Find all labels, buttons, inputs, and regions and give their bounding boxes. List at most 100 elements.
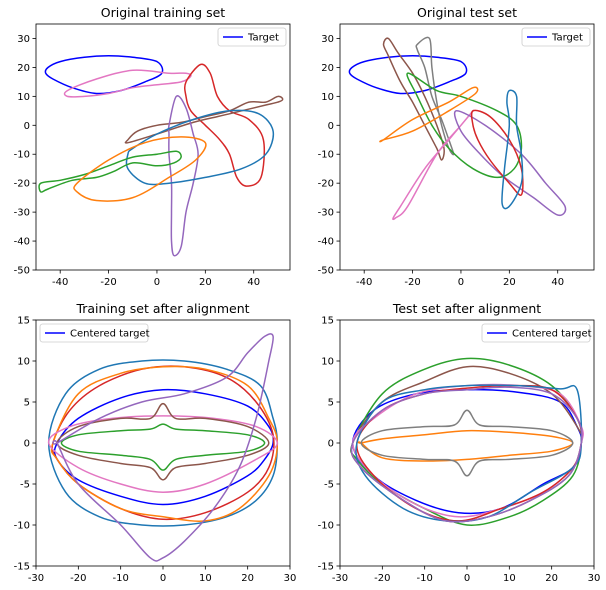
x-tick-label: 20 — [241, 573, 254, 584]
series-line-7 — [38, 150, 182, 193]
axes-frame — [35, 23, 291, 271]
legend-box — [481, 323, 591, 343]
y-tick-label: -20 — [318, 179, 334, 190]
panel-2: -40 -20 0 20 40 30 20 10 0 -10 -20 -30 -40 -50 Origina… — [318, 5, 595, 288]
chart-title: Test set after alignment — [392, 301, 541, 316]
x-tick-label: -10 — [416, 573, 432, 584]
y-tick-label: -30 — [318, 208, 334, 219]
y-tick-label: 0 — [328, 439, 334, 450]
x-tick-label: 20 — [199, 277, 212, 288]
y-tick-label: -30 — [14, 208, 30, 219]
series-line-6 — [56, 402, 270, 481]
y-tick-label: -10 — [318, 150, 334, 161]
series-line-9 — [501, 89, 524, 210]
y-tick-label: 20 — [17, 63, 30, 74]
y-tick-label: 15 — [321, 316, 334, 327]
panel-4: -30 -20 -10 0 10 20 30 15 10 5 0 -5 -10 -15 Test set a… — [318, 301, 601, 584]
x-tick-label: -30 — [332, 573, 348, 584]
x-tick-label: 20 — [545, 573, 558, 584]
x-tick-label: 40 — [247, 277, 260, 288]
series-line-5 — [47, 415, 279, 493]
x-tick-label: 40 — [551, 277, 564, 288]
series-line-8 — [73, 136, 207, 202]
series-line-7 — [350, 386, 583, 523]
x-tick-label: -30 — [28, 573, 44, 584]
y-tick-label: 0 — [24, 121, 30, 132]
series-group — [350, 357, 584, 526]
series-line-9 — [360, 409, 574, 477]
x-tick-label: 30 — [284, 573, 297, 584]
series-line-1 — [348, 55, 468, 95]
series-line-3 — [415, 36, 455, 156]
legend: Centered target — [39, 323, 150, 343]
series-line-2 — [382, 37, 445, 161]
y-tick-label: -50 — [318, 266, 334, 277]
series-line-2 — [63, 69, 192, 98]
y-tick-label: -10 — [14, 521, 30, 532]
chart-title: Original training set — [101, 5, 225, 20]
y-tick-label: -10 — [14, 150, 30, 161]
y-tick-label: 0 — [24, 439, 30, 450]
axes-frame — [339, 23, 595, 271]
series-line-1 — [44, 55, 164, 95]
x-tick-label: 10 — [199, 573, 212, 584]
panel-1: -40 -20 0 20 40 30 20 10 0 -10 -20 -30 -40 -50 Origina… — [14, 5, 291, 288]
series-line-8 — [357, 429, 574, 462]
series-line-6 — [125, 109, 275, 186]
y-tick-label: -15 — [318, 562, 334, 573]
series-group — [348, 36, 567, 221]
x-tick-label: -10 — [112, 573, 128, 584]
legend-box — [521, 27, 591, 47]
chart-title: Original test set — [417, 5, 517, 20]
y-tick-label: 20 — [321, 63, 334, 74]
y-tick-label: 30 — [17, 34, 30, 45]
y-tick-label: 5 — [24, 398, 30, 409]
legend-box — [217, 27, 287, 47]
x-tick-label: 10 — [503, 573, 516, 584]
series-group — [38, 55, 284, 257]
y-tick-label: 10 — [17, 92, 30, 103]
legend-box — [39, 323, 149, 343]
y-tick-label: 5 — [328, 398, 334, 409]
axes-frame — [35, 319, 291, 567]
series-group — [47, 333, 279, 562]
series-line-8 — [52, 333, 274, 562]
x-tick-label: -20 — [70, 573, 86, 584]
series-line-1 — [53, 388, 275, 506]
series-line-2 — [47, 359, 279, 527]
legend-label: Target — [247, 33, 279, 44]
y-tick-label: 15 — [17, 316, 30, 327]
series-line-7 — [60, 423, 266, 471]
y-tick-label: 10 — [17, 357, 30, 368]
x-tick-label: -20 — [404, 277, 420, 288]
x-tick-label: -40 — [356, 277, 372, 288]
y-tick-label: -15 — [14, 562, 30, 573]
series-line-5 — [167, 95, 199, 257]
legend: Centered target — [481, 323, 592, 343]
legend-label: Target — [551, 33, 583, 44]
y-tick-label: 10 — [321, 357, 334, 368]
y-tick-label: -20 — [14, 179, 30, 190]
series-line-2 — [350, 357, 583, 526]
y-tick-label: -40 — [318, 237, 334, 248]
legend-label: Centered target — [512, 329, 592, 340]
legend: Target — [521, 27, 591, 47]
y-tick-label: -40 — [14, 237, 30, 248]
legend: Target — [217, 27, 287, 47]
y-tick-label: 0 — [328, 121, 334, 132]
y-tick-label: -5 — [324, 480, 334, 491]
panel-3: -30 -20 -10 0 10 20 30 15 10 5 0 -5 -10 -15 Training s… — [14, 301, 297, 584]
x-tick-label: 0 — [458, 277, 464, 288]
y-tick-label: -5 — [20, 480, 30, 491]
y-tick-label: -10 — [318, 521, 334, 532]
y-tick-label: 10 — [321, 92, 334, 103]
axes-frame — [339, 319, 595, 567]
x-tick-label: 0 — [464, 573, 470, 584]
series-line-4 — [406, 72, 523, 179]
x-tick-label: 20 — [503, 277, 516, 288]
x-tick-label: -20 — [374, 573, 390, 584]
series-line-8 — [470, 109, 524, 196]
x-tick-label: -20 — [100, 277, 116, 288]
series-line-6 — [392, 109, 475, 221]
